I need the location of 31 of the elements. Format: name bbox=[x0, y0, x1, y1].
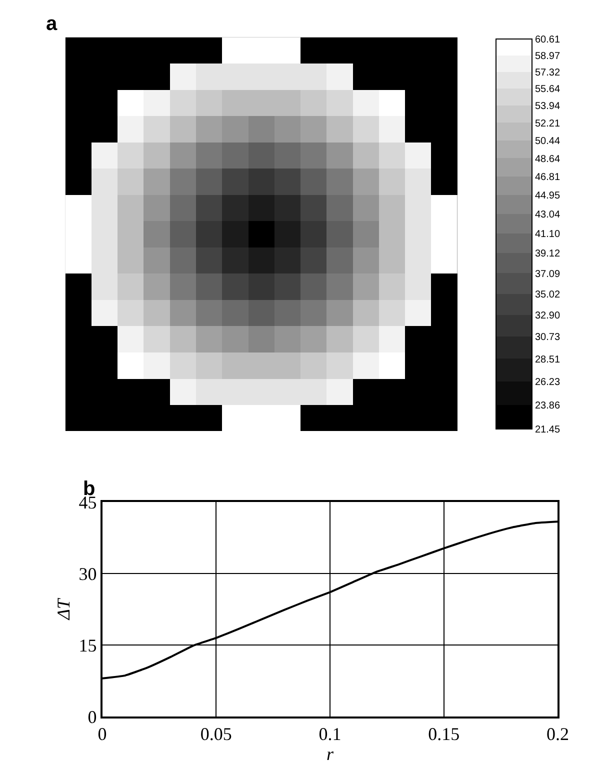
color-bar-label: 52.21 bbox=[535, 118, 560, 130]
x-tick-label: 0.05 bbox=[200, 724, 232, 744]
color-bar-label: 55.64 bbox=[535, 84, 560, 96]
color-bar-label: 57.32 bbox=[535, 67, 560, 78]
color-bar-label: 26.23 bbox=[535, 377, 560, 388]
color-bar-label: 53.94 bbox=[535, 101, 560, 112]
y-tick-label: 15 bbox=[78, 635, 97, 656]
color-bar-label: 60.61 bbox=[535, 34, 560, 46]
color-bar-label: 37.09 bbox=[535, 268, 560, 280]
x-tick-label: 0.15 bbox=[428, 724, 460, 744]
color-bar-label: 39.12 bbox=[535, 248, 560, 260]
color-bar-label: 32.90 bbox=[535, 310, 560, 322]
chart-title: a bbox=[46, 13, 58, 35]
color-bar-label: 41.10 bbox=[535, 228, 560, 240]
x-tick-label: 0.1 bbox=[318, 724, 342, 744]
color-bar-label: 35.02 bbox=[535, 289, 560, 300]
y-axis-title: ΔT bbox=[53, 597, 74, 621]
color-bar-label: 48.64 bbox=[535, 154, 560, 165]
color-bar-label: 50.44 bbox=[535, 136, 560, 147]
color-bar-label: 21.45 bbox=[535, 424, 560, 436]
x-tick-label: 0.2 bbox=[546, 724, 569, 744]
color-bar-label: 23.86 bbox=[535, 400, 560, 412]
y-tick-label: 30 bbox=[78, 564, 97, 584]
x-axis-title: r bbox=[326, 744, 335, 764]
color-bar-label: 44.95 bbox=[535, 190, 560, 202]
color-bar-label: 43.04 bbox=[535, 210, 560, 221]
y-tick-label: 0 bbox=[88, 706, 97, 727]
color-bar-label: 58.97 bbox=[535, 50, 560, 62]
color-bar-label: 30.73 bbox=[535, 332, 560, 344]
color-bar-label: 28.51 bbox=[535, 354, 560, 366]
color-bar-label: 46.81 bbox=[535, 172, 560, 184]
